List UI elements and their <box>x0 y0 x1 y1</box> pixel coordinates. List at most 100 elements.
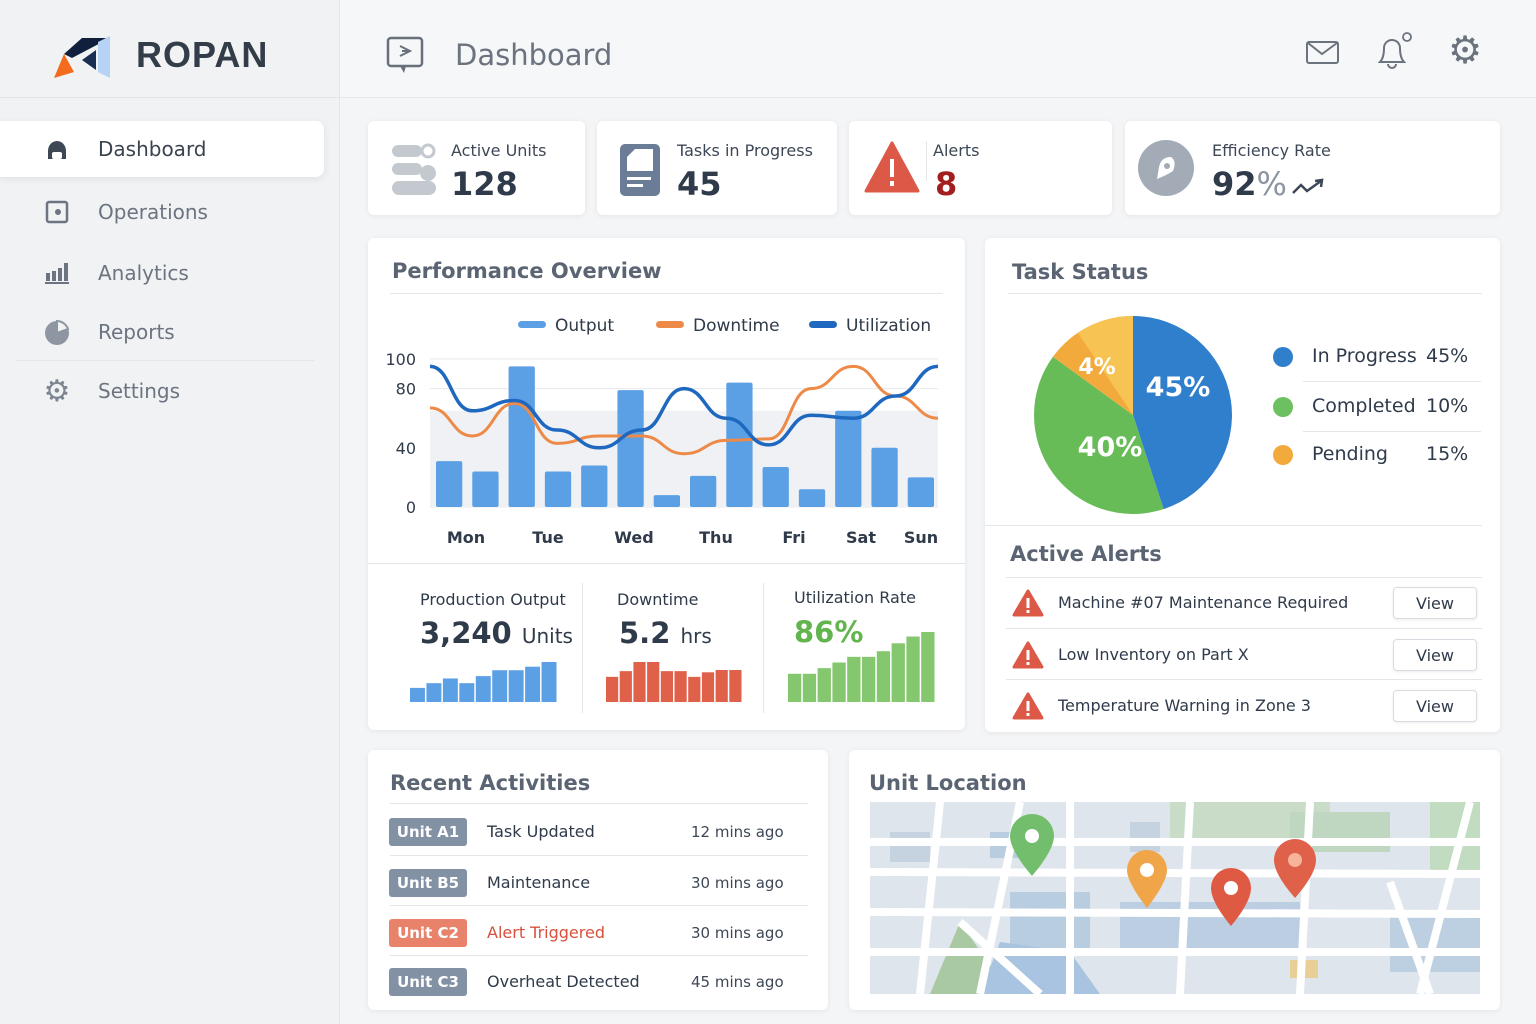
pie-label: 4% <box>1078 355 1115 380</box>
summary-unit: hrs <box>680 624 712 648</box>
panel-title: Performance Overview <box>392 259 662 283</box>
output-bar <box>907 477 934 507</box>
divider <box>1303 381 1481 382</box>
spark-bar <box>817 668 831 702</box>
spark-bar <box>541 662 557 702</box>
sidebar-item-dashboard[interactable]: Dashboard <box>0 121 324 177</box>
spark-bar <box>729 670 742 702</box>
panel-title: Recent Activities <box>390 771 591 795</box>
x-tick-label: Sat <box>846 528 876 547</box>
spark-bar <box>715 670 728 702</box>
x-tick-label: Sun <box>904 528 938 547</box>
sidebar-item-reports[interactable]: Reports <box>0 304 324 360</box>
spark-bar <box>619 671 632 702</box>
trend-up-icon <box>1292 178 1324 194</box>
spark-bar <box>606 676 619 702</box>
divider <box>390 293 943 294</box>
warning-icon <box>1012 641 1044 669</box>
pie-slice <box>1034 356 1164 514</box>
divider <box>1006 628 1482 629</box>
spark-bar <box>442 678 458 702</box>
summary-value: 5.2 <box>619 616 671 650</box>
output-bar <box>726 382 753 507</box>
sidebar-item-analytics[interactable]: Analytics <box>0 245 324 301</box>
spark-bar <box>688 676 701 702</box>
gear-icon[interactable]: ⚙ <box>1448 28 1483 72</box>
legend-label: Utilization <box>846 316 931 336</box>
unit-location-map[interactable] <box>870 802 1480 994</box>
spark-bar <box>906 636 920 702</box>
utilization-line <box>429 364 939 450</box>
efficiency-value: 92 <box>1212 165 1257 203</box>
spark-bar <box>802 673 817 702</box>
bar-chart-icon <box>42 258 72 288</box>
sidebar-item-operations[interactable]: Operations <box>0 184 324 240</box>
view-alert-button[interactable]: View <box>1393 587 1477 619</box>
x-tick-label: Thu <box>699 528 733 547</box>
output-bar <box>871 447 898 507</box>
bell-icon[interactable] <box>1374 30 1414 70</box>
x-tick-label: Tue <box>532 528 564 547</box>
y-tick-label: 80 <box>396 380 416 399</box>
output-bar <box>436 461 463 507</box>
divider <box>390 905 808 906</box>
warning-icon <box>864 141 920 193</box>
downtime-sparkline <box>606 662 742 702</box>
legend-label: Completed <box>1312 395 1416 417</box>
spark-bar <box>674 671 687 702</box>
legend-dot <box>1273 397 1293 417</box>
spark-bar <box>492 670 508 702</box>
panel-title: Task Status <box>1012 260 1149 284</box>
x-tick-label: Mon <box>447 528 485 547</box>
summary-label: Utilization Rate <box>794 588 916 607</box>
alert-text: Temperature Warning in Zone 3 <box>1058 696 1311 715</box>
map-pin-icon <box>1274 839 1316 898</box>
map-pin-icon <box>1127 850 1167 908</box>
legend-swatch <box>656 321 684 328</box>
downtime-line <box>429 364 939 456</box>
stat-label: Alerts <box>933 141 980 160</box>
compass-icon <box>1138 140 1194 196</box>
spark-bar <box>426 683 442 702</box>
legend-value: 10% <box>1426 395 1469 417</box>
stat-value: 128 <box>451 165 518 203</box>
activity-event: Maintenance <box>487 873 591 892</box>
unit-badge[interactable]: Unit B5 <box>389 869 467 897</box>
unit-badge[interactable]: Unit A1 <box>389 818 467 846</box>
activity-time: 30 mins ago <box>691 924 784 942</box>
divider <box>390 955 808 956</box>
top-header: Dashboard ⚙ <box>340 0 1536 98</box>
panel-title: Unit Location <box>869 771 1027 795</box>
unit-badge[interactable]: Unit C2 <box>389 919 467 947</box>
spark-bar <box>647 662 660 702</box>
activity-event: Alert Triggered <box>487 923 605 942</box>
spark-bar <box>847 656 861 702</box>
output-bar <box>472 471 499 507</box>
legend-swatch <box>809 321 837 328</box>
warning-icon <box>1012 589 1044 617</box>
divider <box>390 855 808 856</box>
spark-bar <box>832 662 846 702</box>
mail-icon[interactable] <box>1306 40 1340 66</box>
divider <box>1006 577 1482 578</box>
dashboard-icon <box>42 134 72 164</box>
activity-time: 45 mins ago <box>691 973 784 991</box>
spark-bar <box>660 671 673 702</box>
x-tick-label: Wed <box>614 528 653 547</box>
legend-swatch <box>518 321 546 328</box>
sidebar-divider <box>16 360 314 361</box>
view-alert-button[interactable]: View <box>1393 690 1477 722</box>
stat-card-efficiency: Efficiency Rate 92% <box>1125 121 1500 215</box>
performance-chart: 0 40 80 100 Mon Tue Wed Thu Fri Sat Sun Output Downt… <box>385 316 939 547</box>
stat-label: Efficiency Rate <box>1212 141 1331 160</box>
unit-badge[interactable]: Unit C3 <box>389 968 467 996</box>
output-bar <box>544 471 572 507</box>
output-sparkline <box>410 662 557 702</box>
alerts-title: Active Alerts <box>1010 542 1162 566</box>
sidebar-item-settings[interactable]: ⚙ Settings <box>0 363 324 419</box>
summary-unit: Units <box>521 624 573 648</box>
view-alert-button[interactable]: View <box>1393 639 1477 671</box>
legend-dot <box>1273 347 1293 367</box>
divider <box>368 563 965 564</box>
output-bar <box>617 390 644 507</box>
